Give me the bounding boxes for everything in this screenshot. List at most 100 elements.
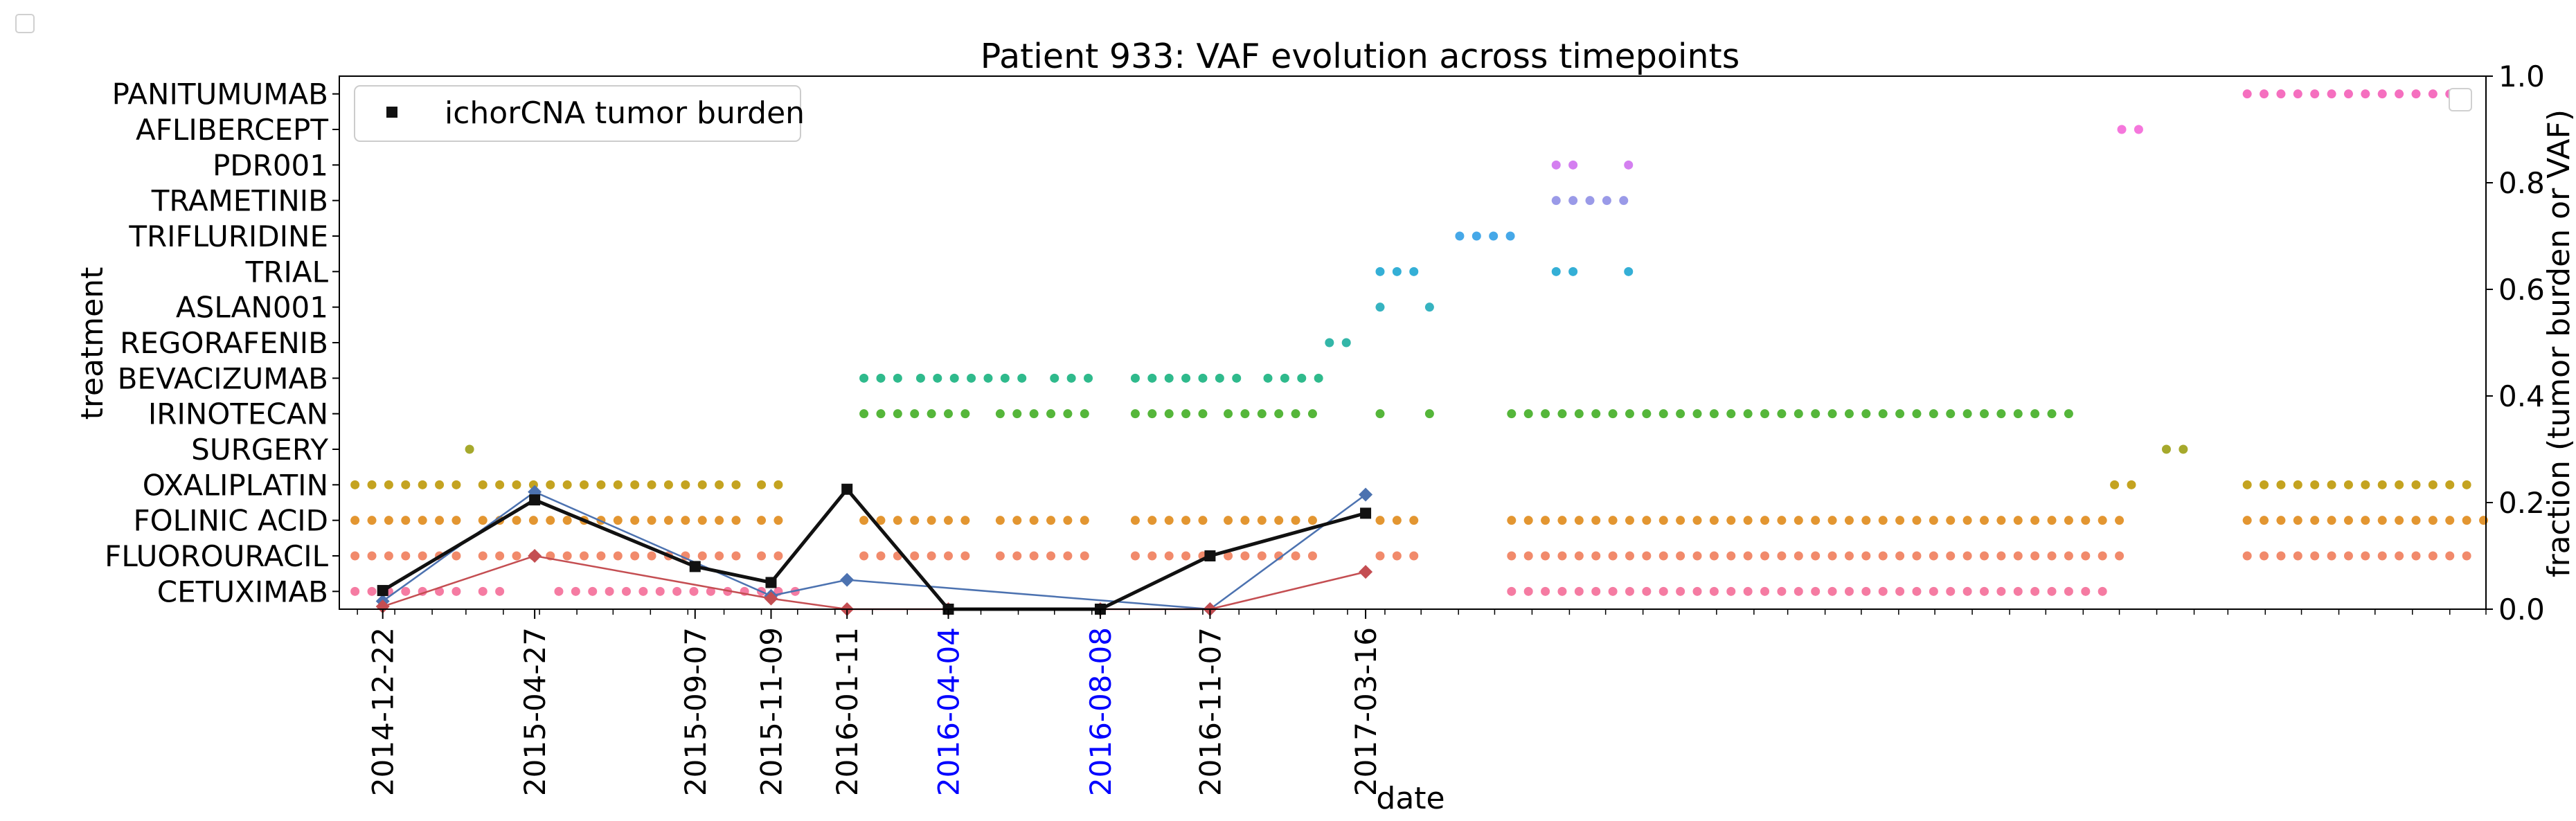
treatment-dot-folinic-acid bbox=[2276, 516, 2286, 525]
treatment-dot-folinic-acid bbox=[1676, 516, 1685, 525]
treatment-dot-fluorouracil bbox=[1257, 551, 1267, 561]
corner-checkbox[interactable] bbox=[15, 14, 35, 33]
y-tick-label-aslan001: ASLAN001 bbox=[176, 291, 328, 325]
treatment-dot-folinic-acid bbox=[1507, 516, 1517, 525]
treatment-dot-folinic-acid bbox=[1557, 516, 1567, 525]
treatment-dot-folinic-acid bbox=[2310, 516, 2320, 525]
x-tick-label-2015-09-07: 2015-09-07 bbox=[679, 627, 713, 796]
treatment-dot-fluorouracil bbox=[1980, 551, 1989, 561]
treatment-dot-fluorouracil bbox=[697, 551, 707, 561]
treatment-dot-fluorouracil bbox=[1307, 551, 1317, 561]
treatment-dot-folinic-acid bbox=[731, 516, 741, 525]
treatment-dot-irinotecan bbox=[859, 409, 869, 419]
treatment-dot-cetuximab bbox=[1811, 586, 1821, 596]
treatment-dot-cetuximab bbox=[478, 586, 488, 596]
y-tick-label-regorafenib: REGORAFENIB bbox=[120, 326, 328, 360]
treatment-dot-bevacizumab bbox=[915, 373, 925, 383]
treatment-dot-trametinib bbox=[1568, 196, 1578, 206]
treatment-dot-folinic-acid bbox=[384, 516, 393, 525]
treatment-dot-fluorouracil bbox=[1777, 551, 1787, 561]
treatment-dot-trifluridine bbox=[1489, 231, 1499, 241]
treatment-dot-panitumumab bbox=[2260, 89, 2269, 99]
treatment-dot-fluorouracil bbox=[1794, 551, 1803, 561]
treatment-dot-irinotecan bbox=[1523, 409, 1533, 419]
treatment-dot-fluorouracil bbox=[2428, 551, 2438, 561]
x-axis-label: date bbox=[1376, 781, 1444, 816]
treatment-dot-cetuximab bbox=[1574, 586, 1584, 596]
treatment-dot-fluorouracil bbox=[1046, 551, 1056, 561]
treatment-dot-fluorouracil bbox=[2081, 551, 2091, 561]
treatment-dot-fluorouracil bbox=[2310, 551, 2320, 561]
treatment-dot-folinic-acid bbox=[512, 516, 521, 525]
treatment-dot-folinic-acid bbox=[1760, 516, 1770, 525]
treatment-dot-oxaliplatin bbox=[2361, 480, 2370, 489]
treatment-dot-fluorouracil bbox=[1625, 551, 1634, 561]
treatment-dot-fluorouracil bbox=[2462, 551, 2471, 561]
treatment-dot-folinic-acid bbox=[1844, 516, 1854, 525]
treatment-dot-oxaliplatin bbox=[401, 480, 411, 489]
treatment-dot-bevacizumab bbox=[1050, 373, 1059, 383]
treatment-dot-folinic-acid bbox=[2064, 516, 2073, 525]
treatment-dot-pdr001 bbox=[1624, 160, 1634, 170]
treatment-dot-folinic-acid bbox=[859, 516, 869, 525]
treatment-dot-fluorouracil bbox=[2293, 551, 2302, 561]
treatment-dot-fluorouracil bbox=[350, 551, 360, 561]
treatment-dot-folinic-acid bbox=[478, 516, 488, 525]
y2-tick-label: 0.6 bbox=[2498, 273, 2545, 307]
y-tick-label-panitumumab: PANITUMUMAB bbox=[112, 78, 328, 111]
treatment-dot-fluorouracil bbox=[1760, 551, 1770, 561]
treatment-dot-folinic-acid bbox=[910, 516, 920, 525]
treatment-dot-fluorouracil bbox=[647, 551, 656, 561]
y2-axis-label: fraction (tumor burden or VAF) bbox=[2541, 109, 2576, 577]
vaf-point bbox=[764, 591, 778, 606]
treatment-dot-fluorouracil bbox=[2115, 551, 2125, 561]
treatment-dot-fluorouracil bbox=[2343, 551, 2353, 561]
treatment-dot-fluorouracil bbox=[630, 551, 640, 561]
treatment-dot-irinotecan bbox=[1692, 409, 1702, 419]
tumor-burden-point bbox=[689, 561, 701, 572]
treatment-dot-fluorouracil bbox=[1181, 551, 1191, 561]
treatment-dot-fluorouracil bbox=[1861, 551, 1871, 561]
treatment-dot-folinic-acid bbox=[1198, 516, 1208, 525]
treatment-dot-folinic-acid bbox=[1257, 516, 1267, 525]
treatment-dot-irinotecan bbox=[1980, 409, 1989, 419]
treatment-dot-fluorouracil bbox=[2361, 551, 2370, 561]
treatment-dot-cetuximab bbox=[1557, 586, 1567, 596]
treatment-dot-folinic-acid bbox=[1878, 516, 1888, 525]
treatment-dot-folinic-acid bbox=[1794, 516, 1803, 525]
treatment-dot-irinotecan bbox=[927, 409, 936, 419]
treatment-dot-fluorouracil bbox=[1063, 551, 1073, 561]
treatment-dot-folinic-acid bbox=[613, 516, 623, 525]
treatment-dot-cetuximab bbox=[401, 586, 411, 596]
treatment-dot-folinic-acid bbox=[1980, 516, 1989, 525]
x-tick-label-2016-08-08: 2016-08-08 bbox=[1084, 627, 1118, 796]
treatment-dot-cetuximab bbox=[1962, 586, 1972, 596]
treatment-dot-irinotecan bbox=[1046, 409, 1056, 419]
treatment-dot-fluorouracil bbox=[995, 551, 1005, 561]
treatment-dot-bevacizumab bbox=[893, 373, 902, 383]
treatment-dot-fluorouracil bbox=[495, 551, 505, 561]
treatment-dot-irinotecan bbox=[1012, 409, 1022, 419]
series-layer bbox=[375, 483, 1373, 616]
treatment-dot-bevacizumab bbox=[1215, 373, 1224, 383]
treatment-dot-panitumumab bbox=[2395, 89, 2404, 99]
treatment-dot-folinic-acid bbox=[2242, 516, 2252, 525]
treatment-dot-folinic-acid bbox=[995, 516, 1005, 525]
treatment-dot-irinotecan bbox=[910, 409, 920, 419]
treatment-dot-bevacizumab bbox=[983, 373, 993, 383]
treatment-dot-panitumumab bbox=[2428, 89, 2438, 99]
treatment-dot-irinotecan bbox=[2030, 409, 2040, 419]
treatment-dot-oxaliplatin bbox=[418, 480, 427, 489]
treatment-dot-irinotecan bbox=[1063, 409, 1073, 419]
treatment-dot-bevacizumab bbox=[1084, 373, 1093, 383]
treatment-dot-folinic-acid bbox=[418, 516, 427, 525]
treatment-dot-cetuximab bbox=[495, 586, 505, 596]
treatment-dot-folinic-acid bbox=[697, 516, 707, 525]
treatment-dot-irinotecan bbox=[1507, 409, 1517, 419]
treatment-dot-trametinib bbox=[1602, 196, 1611, 206]
treatment-dot-fluorouracil bbox=[1574, 551, 1584, 561]
treatment-dot-panitumumab bbox=[2411, 89, 2421, 99]
treatment-dot-cetuximab bbox=[1507, 586, 1517, 596]
treatment-dot-folinic-acid bbox=[647, 516, 656, 525]
